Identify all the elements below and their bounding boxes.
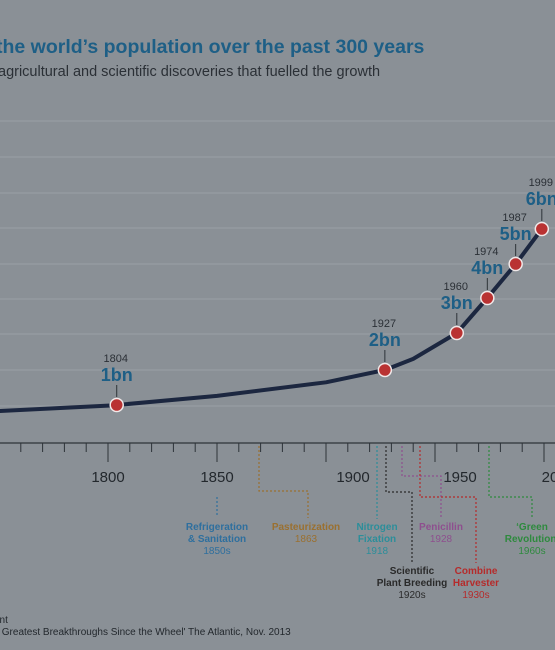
event-connector	[488, 446, 533, 519]
event-connector	[419, 446, 477, 563]
milestone-value: 2bn	[369, 330, 401, 350]
event-date: 1863	[295, 534, 318, 545]
event-date: 1928	[430, 534, 453, 545]
x-tick-label: 1850	[200, 469, 233, 486]
chart-subtitle: agricultural and scientific discoveries …	[0, 64, 381, 80]
milestone-year: 1999	[529, 177, 553, 189]
event-label: Combine	[455, 566, 498, 577]
milestone-year: 1960	[444, 281, 468, 293]
milestone-year: 1974	[474, 246, 498, 258]
event-connector	[385, 446, 413, 563]
milestone-value: 4bn	[471, 258, 503, 278]
milestone-marker	[508, 256, 523, 272]
event-label: Harvester	[453, 578, 499, 589]
source-line-1: ant	[0, 615, 8, 626]
source-line-2: y Greatest Breakthroughs Since the Wheel…	[0, 627, 291, 638]
event-label: Penicillin	[419, 522, 463, 533]
event-label: Nitrogen	[356, 522, 397, 533]
milestone-year: 1927	[372, 318, 396, 330]
x-tick-label: 1950	[443, 469, 476, 486]
chart-title: the world’s population over the past 300…	[0, 36, 425, 58]
event-label: Revolution’	[505, 534, 555, 545]
event-date: 1930s	[462, 590, 489, 601]
milestone-marker	[377, 362, 393, 378]
milestone-value: 5bn	[500, 224, 532, 244]
milestone-value: 3bn	[441, 293, 473, 313]
event-connector	[401, 446, 442, 519]
event-date: 1960s	[518, 546, 545, 557]
milestone-value: 1bn	[101, 365, 133, 385]
event-label: ‘Green	[516, 522, 548, 533]
event-date: 1850s	[203, 546, 230, 557]
milestone-marker	[480, 290, 495, 306]
milestone-year: 1987	[502, 212, 526, 224]
milestone-marker	[534, 221, 550, 237]
x-tick-label: 1800	[91, 469, 124, 486]
event-label: Refrigeration	[186, 522, 248, 533]
milestone-marker	[109, 397, 124, 413]
x-tick-label: 20	[542, 469, 555, 486]
event-connector	[258, 446, 309, 518]
event-label: Plant Breeding	[377, 578, 448, 589]
event-date: 1918	[366, 546, 389, 557]
milestone-year: 1804	[103, 353, 127, 365]
event-label: Fixation	[358, 534, 396, 545]
x-tick-label: 1900	[336, 469, 369, 486]
milestone-value: 6bn	[526, 189, 555, 209]
event-label: Scientific	[390, 566, 435, 577]
event-label: & Sanitation	[188, 534, 246, 545]
population-line	[0, 227, 544, 413]
milestone-marker	[449, 325, 465, 341]
event-label: Pasteurization	[272, 522, 340, 533]
event-date: 1920s	[398, 590, 425, 601]
